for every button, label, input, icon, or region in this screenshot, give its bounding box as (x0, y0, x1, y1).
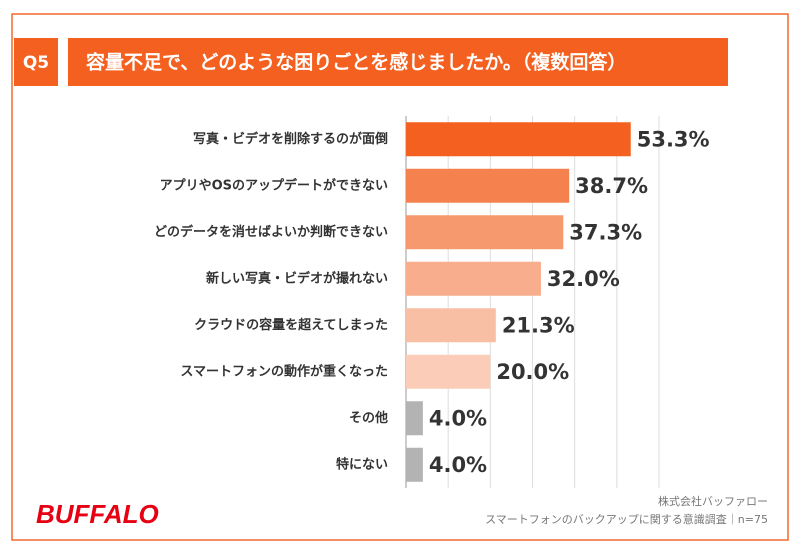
value-label: 4.0% (429, 406, 487, 430)
category-label: スマートフォンの動作が重くなった (180, 363, 388, 379)
category-label: 特にない (336, 456, 388, 472)
source-survey: スマートフォンのバックアップに関する意識調査｜n=75 (485, 512, 768, 526)
question-number: Q5 (23, 53, 49, 73)
category-label: クラウドの容量を超えてしまった (194, 317, 388, 333)
category-label: 写真・ビデオを削除するのが面倒 (193, 131, 388, 147)
value-label: 20.0% (496, 360, 569, 384)
value-label: 4.0% (429, 453, 487, 477)
bar (406, 168, 570, 203)
frame (11, 13, 789, 541)
value-label: 32.0% (547, 267, 620, 291)
category-label: どのデータを消せばよいか判断できない (154, 224, 388, 240)
value-label: 37.3% (569, 220, 642, 244)
bar (406, 261, 541, 296)
bar (406, 122, 631, 157)
chart-title: 容量不足で、どのような困りごとを感じましたか。（複数回答） (86, 51, 626, 74)
question-box (14, 38, 58, 86)
value-label: 53.3% (637, 127, 710, 151)
category-label: 新しい写真・ビデオが撮れない (206, 270, 388, 286)
value-label: 38.7% (575, 174, 648, 198)
source-company: 株式会社バッファロー (658, 494, 768, 508)
value-label: 21.3% (502, 313, 575, 337)
bar (406, 401, 423, 436)
brand-logo: BUFFALO (36, 499, 159, 529)
category-label: その他 (349, 410, 388, 426)
bar (406, 215, 564, 250)
bar (406, 354, 491, 389)
bar (406, 308, 496, 343)
category-label: アプリやOSのアップデートができない (160, 177, 388, 193)
title-bar (68, 38, 728, 86)
bar (406, 447, 423, 482)
